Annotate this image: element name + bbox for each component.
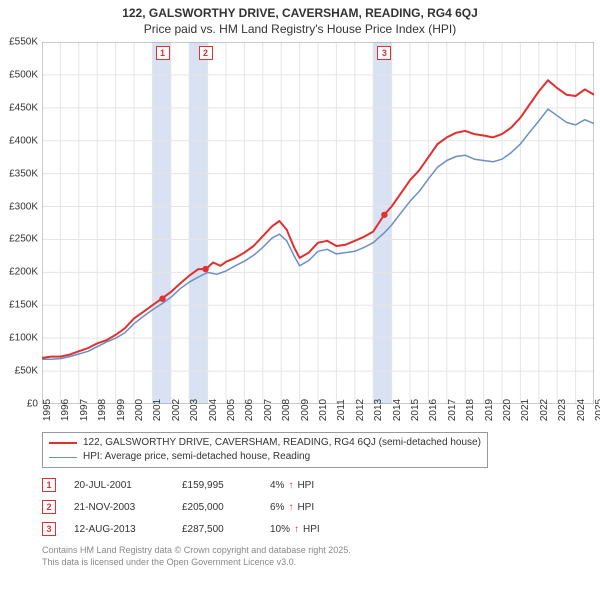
chart-title-block: 122, GALSWORTHY DRIVE, CAVERSHAM, READIN… xyxy=(0,0,600,36)
y-tick-label: £250K xyxy=(9,234,38,245)
y-tick-label: £450K xyxy=(9,102,38,113)
sale-marker: 3 xyxy=(42,522,56,536)
y-tick-label: £50K xyxy=(15,366,38,377)
y-tick-label: £400K xyxy=(9,135,38,146)
x-tick-label: 2013 xyxy=(373,399,384,421)
x-tick-label: 2010 xyxy=(318,399,329,421)
sale-price: £287,500 xyxy=(182,524,252,535)
legend-row: 122, GALSWORTHY DRIVE, CAVERSHAM, READIN… xyxy=(49,436,481,450)
x-tick-label: 1995 xyxy=(42,399,53,421)
x-tick-label: 2002 xyxy=(171,399,182,421)
x-tick-label: 2012 xyxy=(355,399,366,421)
y-tick-label: £150K xyxy=(9,300,38,311)
sale-date: 12-AUG-2013 xyxy=(74,524,164,535)
legend-swatch xyxy=(49,457,77,458)
sale-diff: 6%↑HPI xyxy=(270,502,314,513)
x-tick-label: 2021 xyxy=(520,399,531,421)
sale-marker-1: 1 xyxy=(156,46,170,60)
x-tick-label: 2020 xyxy=(502,399,513,421)
y-tick-label: £550K xyxy=(9,37,38,48)
x-tick-label: 2022 xyxy=(539,399,550,421)
arrow-up-icon: ↑ xyxy=(288,502,293,513)
attribution-line1: Contains HM Land Registry data © Crown c… xyxy=(42,544,588,556)
y-tick-label: £0 xyxy=(27,399,38,410)
plot-area: 1 2 3 xyxy=(42,42,594,404)
sale-marker: 1 xyxy=(42,478,56,492)
y-tick-label: £500K xyxy=(9,69,38,80)
sale-marker: 2 xyxy=(42,500,56,514)
x-tick-label: 2016 xyxy=(428,399,439,421)
x-tick-label: 2004 xyxy=(208,399,219,421)
x-tick-label: 2009 xyxy=(300,399,311,421)
sale-row: 1 20-JUL-2001 £159,995 4%↑HPI xyxy=(42,478,588,492)
sale-date: 21-NOV-2003 xyxy=(74,502,164,513)
arrow-up-icon: ↑ xyxy=(288,480,293,491)
y-axis: £0£50K£100K£150K£200K£250K£300K£350K£400… xyxy=(0,42,42,404)
chart-title-line1: 122, GALSWORTHY DRIVE, CAVERSHAM, READIN… xyxy=(0,6,600,20)
attribution-line2: This data is licensed under the Open Gov… xyxy=(42,556,588,568)
arrow-up-icon: ↑ xyxy=(294,524,299,535)
sale-price: £159,995 xyxy=(182,480,252,491)
legend: 122, GALSWORTHY DRIVE, CAVERSHAM, READIN… xyxy=(42,432,488,468)
y-tick-label: £350K xyxy=(9,168,38,179)
x-tick-label: 2005 xyxy=(226,399,237,421)
x-tick-label: 2018 xyxy=(465,399,476,421)
x-tick-label: 1997 xyxy=(79,399,90,421)
attribution: Contains HM Land Registry data © Crown c… xyxy=(42,544,588,568)
x-tick-label: 1998 xyxy=(97,399,108,421)
x-tick-label: 2000 xyxy=(134,399,145,421)
x-tick-label: 1996 xyxy=(60,399,71,421)
x-tick-label: 2017 xyxy=(447,399,458,421)
x-tick-label: 2023 xyxy=(557,399,568,421)
x-tick-label: 1999 xyxy=(116,399,127,421)
legend-label: HPI: Average price, semi-detached house,… xyxy=(83,450,310,464)
y-tick-label: £100K xyxy=(9,333,38,344)
x-tick-label: 2008 xyxy=(281,399,292,421)
x-tick-label: 2003 xyxy=(189,399,200,421)
legend-label: 122, GALSWORTHY DRIVE, CAVERSHAM, READIN… xyxy=(83,436,481,450)
sale-marker-3: 3 xyxy=(377,46,391,60)
x-tick-label: 2001 xyxy=(152,399,163,421)
sale-diff: 10%↑HPI xyxy=(270,524,320,535)
y-tick-label: £300K xyxy=(9,201,38,212)
x-tick-label: 2011 xyxy=(336,399,347,421)
x-tick-label: 2007 xyxy=(263,399,274,421)
x-tick-label: 2025 xyxy=(594,399,600,421)
sale-diff: 4%↑HPI xyxy=(270,480,314,491)
plot-svg xyxy=(42,42,594,404)
legend-swatch xyxy=(49,442,77,444)
sales-table: 1 20-JUL-2001 £159,995 4%↑HPI 2 21-NOV-2003 £2… xyxy=(42,478,588,536)
sale-marker-2: 2 xyxy=(199,46,213,60)
x-tick-label: 2019 xyxy=(484,399,495,421)
x-tick-label: 2015 xyxy=(410,399,421,421)
sale-date: 20-JUL-2001 xyxy=(74,480,164,491)
sale-row: 2 21-NOV-2003 £205,000 6%↑HPI xyxy=(42,500,588,514)
legend-row: HPI: Average price, semi-detached house,… xyxy=(49,450,481,464)
x-tick-label: 2014 xyxy=(392,399,403,421)
y-tick-label: £200K xyxy=(9,267,38,278)
sale-price: £205,000 xyxy=(182,502,252,513)
chart-area: £0 £50K £100K £150K £200K £250K £300K £350K £400… xyxy=(0,42,600,424)
sale-row: 3 12-AUG-2013 £287,500 10%↑HPI xyxy=(42,522,588,536)
chart-title-line2: Price paid vs. HM Land Registry's House … xyxy=(0,22,600,36)
x-tick-label: 2024 xyxy=(576,399,587,421)
x-axis: 1995199619971998199920002001200220032004… xyxy=(42,404,594,424)
x-tick-label: 2006 xyxy=(244,399,255,421)
